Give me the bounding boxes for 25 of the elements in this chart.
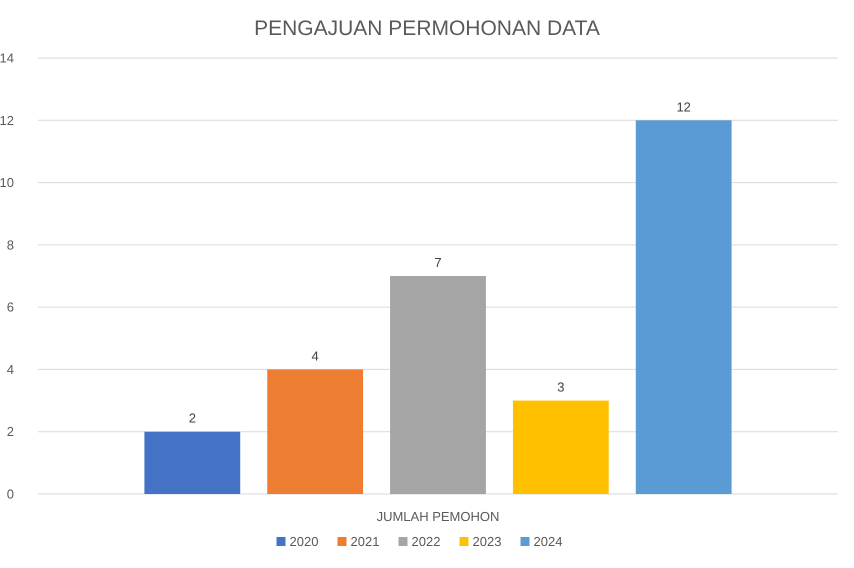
y-tick-label: 0	[6, 486, 14, 502]
legend-label: 2022	[412, 534, 440, 549]
legend-label: 2021	[350, 534, 380, 549]
y-tick-label: 6	[6, 300, 14, 315]
data-label: 4	[312, 348, 319, 364]
bar	[512, 400, 609, 494]
legend-label: 2024	[534, 534, 562, 549]
y-tick-label: 12	[0, 112, 14, 128]
bar	[390, 276, 486, 494]
bar	[144, 432, 240, 494]
chart-title: PENGAJUAN PERMOHONAN DATA	[254, 17, 600, 40]
bar	[636, 120, 732, 494]
y-tick-label: 8	[6, 237, 14, 252]
y-tick-label: 2	[6, 424, 14, 440]
data-label: 12	[676, 99, 691, 114]
x-tick-label: JUMLAH PEMOHON	[376, 509, 500, 524]
bar	[267, 369, 364, 494]
data-label: 7	[434, 255, 442, 270]
y-tick-label: 14	[0, 50, 14, 66]
y-tick-label: 10	[0, 175, 14, 190]
y-tick-label: 4	[6, 362, 14, 377]
data-label: 2	[188, 410, 196, 426]
legend-label: 2023	[472, 534, 502, 549]
legend-label: 2020	[290, 534, 318, 549]
data-label: 3	[557, 380, 564, 395]
